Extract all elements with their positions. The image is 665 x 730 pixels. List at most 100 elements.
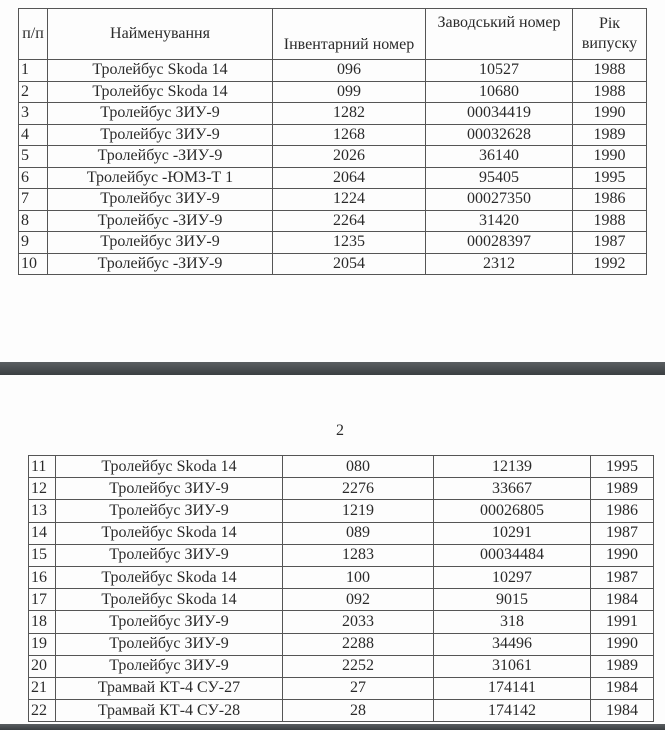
vehicle-name-cell: Тролейбус Skoda 14 xyxy=(55,521,283,545)
vehicle-name-cell: Тролейбус ЗИУ-9 xyxy=(47,123,273,146)
table-row: 7 Тролейбус ЗИУ-9 1224 00027350 1986 xyxy=(18,188,647,211)
vehicle-name-cell: Тролейбус ЗИУ-9 xyxy=(55,632,283,656)
vehicle-name-cell: Трамвай КТ-4 СУ-27 xyxy=(55,676,283,701)
table-row: 17 Тролейбус Skoda 14 092 9015 1984 xyxy=(28,588,654,612)
inventory-number-cell: 2252 xyxy=(282,654,434,678)
year-cell: 1991 xyxy=(590,610,654,634)
vehicle-name-cell: Тролейбус Skoda 14 xyxy=(47,59,273,82)
factory-number-cell: 31061 xyxy=(433,654,591,678)
table-row: 9 Тролейбус ЗИУ-9 1235 00028397 1987 xyxy=(18,231,647,254)
factory-number-cell: 00032628 xyxy=(425,123,573,146)
table-row: 1 Тролейбус Skoda 14 096 10527 1988 xyxy=(18,59,647,82)
vehicle-name-cell: Тролейбус ЗИУ-9 xyxy=(47,102,273,125)
row-number-cell: 20 xyxy=(28,654,56,678)
row-number-cell: 2 xyxy=(18,80,48,103)
page-number: 2 xyxy=(336,422,344,439)
factory-number-cell: 00034484 xyxy=(433,543,591,567)
year-cell: 1989 xyxy=(590,477,654,501)
vehicle-table-page-1: п/п Найменування Інвентарний номер Завод… xyxy=(18,8,647,275)
year-cell: 1988 xyxy=(572,209,647,232)
vehicle-name-cell: Тролейбус -ЗИУ-9 xyxy=(47,252,273,275)
vehicle-name-cell: Тролейбус Skoda 14 xyxy=(47,80,273,103)
vehicle-name-cell: Тролейбус ЗИУ-9 xyxy=(55,499,283,523)
factory-number-cell: 10291 xyxy=(433,521,591,545)
inventory-number-cell: 1282 xyxy=(272,102,426,125)
table-header-row: п/п Найменування Інвентарний номер Завод… xyxy=(18,8,647,60)
page-separator xyxy=(0,724,665,730)
inventory-number-cell: 080 xyxy=(282,454,434,479)
table-row: 8 Тролейбус -ЗИУ-9 2264 31420 1988 xyxy=(18,209,647,232)
row-number-cell: 18 xyxy=(28,610,56,634)
inventory-number-cell: 27 xyxy=(282,676,434,701)
factory-number-cell: 31420 xyxy=(425,209,573,232)
header-name: Найменування xyxy=(47,8,273,60)
factory-number-cell: 10527 xyxy=(425,59,573,82)
table-row: 19 Тролейбус ЗИУ-9 2288 34496 1990 xyxy=(28,632,654,656)
vehicle-name-cell: Тролейбус ЗИУ-9 xyxy=(47,188,273,211)
row-number-cell: 1 xyxy=(18,59,48,82)
vehicle-name-cell: Тролейбус ЗИУ-9 xyxy=(55,477,283,501)
inventory-number-cell: 28 xyxy=(282,699,434,723)
year-cell: 1992 xyxy=(572,252,647,275)
vehicle-name-cell: Тролейбус Skoda 14 xyxy=(55,565,283,590)
inventory-number-cell: 1283 xyxy=(282,543,434,567)
factory-number-cell: 00034419 xyxy=(425,102,573,125)
vehicle-name-cell: Трамвай КТ-4 СУ-28 xyxy=(55,699,283,723)
year-cell: 1995 xyxy=(590,454,654,479)
row-number-cell: 10 xyxy=(18,252,48,275)
table-row: 21 Трамвай КТ-4 СУ-27 27 174141 1984 xyxy=(28,676,654,701)
vehicle-name-cell: Тролейбус -ЮМЗ-Т 1 xyxy=(47,166,273,189)
factory-number-cell: 174141 xyxy=(433,676,591,701)
factory-number-cell: 174142 xyxy=(433,699,591,723)
row-number-cell: 12 xyxy=(28,477,56,501)
factory-number-cell: 00027350 xyxy=(425,188,573,211)
header-factory-number: Заводський номер xyxy=(425,8,573,60)
year-cell: 1988 xyxy=(572,59,647,82)
table-row: 14 Тролейбус Skoda 14 089 10291 1987 xyxy=(28,521,654,545)
table-row: 15 Тролейбус ЗИУ-9 1283 00034484 1990 xyxy=(28,543,654,567)
factory-number-cell: 36140 xyxy=(425,145,573,168)
inventory-number-cell: 1235 xyxy=(272,231,426,254)
inventory-number-cell: 1224 xyxy=(272,188,426,211)
year-cell: 1990 xyxy=(572,145,647,168)
inventory-number-cell: 100 xyxy=(282,565,434,590)
row-number-cell: 13 xyxy=(28,499,56,523)
year-cell: 1989 xyxy=(590,654,654,678)
vehicle-name-cell: Тролейбус Skoda 14 xyxy=(55,588,283,612)
factory-number-cell: 12139 xyxy=(433,454,591,479)
year-cell: 1988 xyxy=(572,80,647,103)
factory-number-cell: 318 xyxy=(433,610,591,634)
row-number-cell: 21 xyxy=(28,676,56,701)
inventory-number-cell: 099 xyxy=(272,80,426,103)
inventory-number-cell: 2276 xyxy=(282,477,434,501)
factory-number-cell: 00026805 xyxy=(433,499,591,523)
year-cell: 1986 xyxy=(590,499,654,523)
inventory-number-cell: 2026 xyxy=(272,145,426,168)
inventory-number-cell: 2033 xyxy=(282,610,434,634)
table-row: 5 Тролейбус -ЗИУ-9 2026 36140 1990 xyxy=(18,145,647,168)
row-number-cell: 19 xyxy=(28,632,56,656)
factory-number-cell: 00028397 xyxy=(425,231,573,254)
factory-number-cell: 95405 xyxy=(425,166,573,189)
year-cell: 1987 xyxy=(590,521,654,545)
row-number-cell: 8 xyxy=(18,209,48,232)
inventory-number-cell: 1268 xyxy=(272,123,426,146)
table-row: 2 Тролейбус Skoda 14 099 10680 1988 xyxy=(18,80,647,103)
header-year: Рік випуску xyxy=(572,8,647,60)
table-row: 13 Тролейбус ЗИУ-9 1219 00026805 1986 xyxy=(28,499,654,523)
factory-number-cell: 10297 xyxy=(433,565,591,590)
year-cell: 1986 xyxy=(572,188,647,211)
table-row: 4 Тролейбус ЗИУ-9 1268 00032628 1989 xyxy=(18,123,647,146)
inventory-number-cell: 089 xyxy=(282,521,434,545)
inventory-number-cell: 2288 xyxy=(282,632,434,656)
table-row: 6 Тролейбус -ЮМЗ-Т 1 2064 95405 1995 xyxy=(18,166,647,189)
vehicle-table-page-2: 11 Тролейбус Skoda 14 080 12139 1995 12 Тролей… xyxy=(28,454,654,723)
row-number-cell: 14 xyxy=(28,521,56,545)
year-cell: 1989 xyxy=(572,123,647,146)
factory-number-cell: 33667 xyxy=(433,477,591,501)
factory-number-cell: 10680 xyxy=(425,80,573,103)
inventory-number-cell: 2054 xyxy=(272,252,426,275)
header-number: п/п xyxy=(18,8,48,60)
row-number-cell: 11 xyxy=(28,454,56,479)
table-row: 11 Тролейбус Skoda 14 080 12139 1995 xyxy=(28,454,654,479)
